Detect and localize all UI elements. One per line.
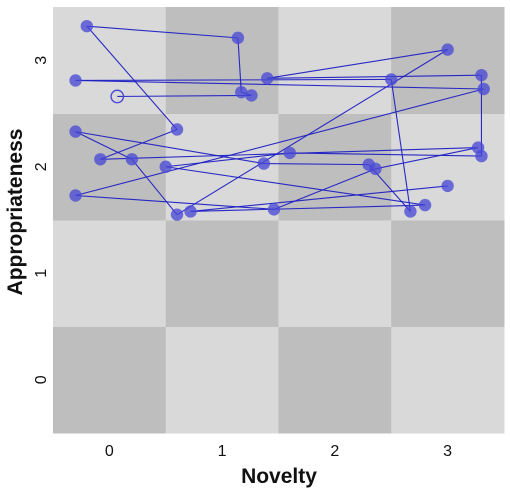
grid-cell bbox=[165, 326, 279, 434]
data-point bbox=[159, 160, 172, 173]
path-segment bbox=[267, 74, 482, 79]
y-tick-label: 3 bbox=[33, 56, 50, 65]
checkerboard-background bbox=[53, 7, 505, 434]
y-tick-label: 0 bbox=[33, 375, 50, 384]
start-point bbox=[110, 89, 125, 104]
x-axis-label: Novelty bbox=[241, 465, 317, 488]
data-point bbox=[235, 86, 248, 99]
path-segment bbox=[75, 131, 264, 165]
path-segment bbox=[190, 204, 426, 213]
path-segment bbox=[289, 152, 482, 157]
data-points bbox=[69, 19, 490, 221]
data-point bbox=[80, 19, 94, 33]
path-segment bbox=[117, 94, 252, 98]
data-point bbox=[441, 179, 454, 193]
y-axis-ticks: 0 1 2 3 bbox=[33, 56, 50, 385]
path-segment bbox=[75, 79, 484, 90]
path-segment bbox=[237, 37, 242, 93]
data-point bbox=[245, 89, 258, 102]
path-segment bbox=[75, 194, 275, 210]
grid-cell bbox=[165, 7, 279, 114]
grid-cell bbox=[278, 220, 392, 327]
data-point bbox=[404, 205, 417, 218]
data-point bbox=[125, 153, 139, 166]
data-point bbox=[261, 72, 274, 85]
data-point bbox=[267, 203, 281, 216]
path-segment bbox=[75, 78, 392, 82]
path-segment bbox=[86, 25, 178, 130]
data-point bbox=[69, 189, 82, 202]
grid-cell bbox=[278, 7, 392, 114]
path-segment bbox=[263, 163, 369, 166]
grid-cell bbox=[391, 113, 505, 221]
data-point bbox=[170, 208, 184, 221]
data-point bbox=[362, 158, 375, 171]
x-tick-label: 2 bbox=[330, 443, 339, 460]
data-point bbox=[418, 198, 432, 212]
path-segment bbox=[165, 166, 426, 206]
x-axis-ticks: 0 1 2 3 bbox=[105, 443, 452, 460]
grid-cell bbox=[391, 220, 505, 327]
data-point bbox=[441, 43, 454, 56]
data-point bbox=[257, 157, 271, 170]
data-point bbox=[477, 82, 490, 96]
data-point bbox=[69, 125, 82, 138]
y-tick-label: 1 bbox=[33, 269, 50, 278]
path-segment bbox=[131, 158, 178, 216]
path-segment bbox=[176, 49, 448, 216]
data-point bbox=[231, 31, 245, 45]
grid-cell bbox=[165, 220, 279, 327]
grid-cell bbox=[391, 326, 505, 434]
x-tick-label: 1 bbox=[218, 443, 227, 460]
path-segment bbox=[375, 147, 479, 170]
path-segment bbox=[190, 185, 448, 213]
data-point bbox=[184, 205, 197, 218]
data-point bbox=[170, 123, 184, 136]
y-axis-label: Appropriateness bbox=[4, 129, 27, 296]
y-tick-label: 2 bbox=[33, 162, 50, 171]
grid-cell bbox=[53, 326, 167, 434]
path-segment bbox=[75, 131, 133, 160]
data-point bbox=[385, 73, 398, 86]
x-tick-label: 3 bbox=[443, 443, 452, 460]
path-segment bbox=[75, 88, 484, 197]
data-point bbox=[283, 146, 296, 160]
grid-cell bbox=[278, 326, 392, 434]
path-segment bbox=[273, 168, 376, 210]
path-segment bbox=[86, 25, 238, 39]
data-point bbox=[69, 74, 82, 87]
data-point bbox=[475, 68, 488, 82]
path-segment bbox=[267, 49, 448, 79]
path-segment bbox=[100, 128, 178, 160]
data-point bbox=[94, 153, 107, 166]
grid-cell bbox=[53, 220, 167, 327]
grid-cell bbox=[391, 7, 505, 114]
data-point bbox=[475, 149, 488, 163]
x-tick-label: 0 bbox=[105, 443, 114, 460]
path-segment bbox=[165, 152, 290, 168]
